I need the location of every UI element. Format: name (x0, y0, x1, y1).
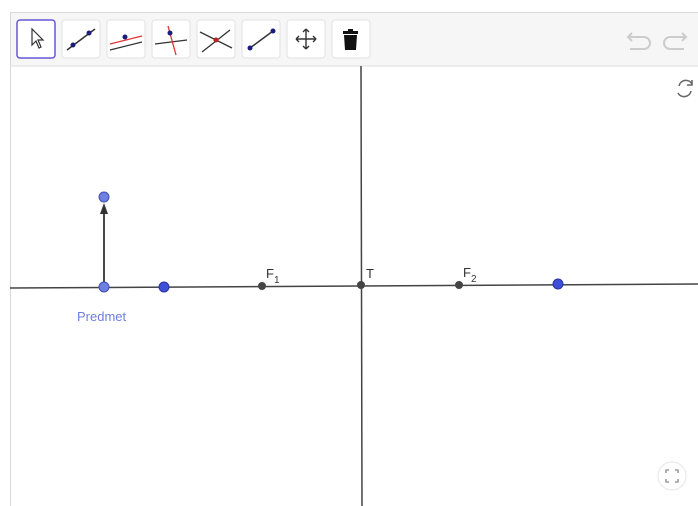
refresh[interactable] (677, 79, 693, 98)
redo[interactable] (663, 32, 688, 50)
tool-move-graphics[interactable] (286, 19, 326, 59)
tool-delete[interactable] (331, 19, 371, 59)
point (455, 281, 463, 289)
tool-parallel[interactable] (106, 19, 146, 59)
point (357, 281, 365, 289)
tool-move[interactable] (16, 19, 56, 59)
fullscreen[interactable] (657, 461, 687, 491)
applet-frame (10, 12, 698, 506)
point[interactable] (98, 281, 110, 293)
focus-label: F2 (463, 265, 477, 285)
point[interactable] (158, 281, 170, 293)
tool-intersect[interactable] (196, 19, 236, 59)
undo[interactable] (626, 32, 651, 50)
focus-label: F1 (266, 266, 280, 286)
point[interactable] (98, 191, 110, 203)
center-label: T (366, 266, 374, 281)
point[interactable] (552, 278, 564, 290)
tool-perpendicular[interactable] (151, 19, 191, 59)
tool-line[interactable] (61, 19, 101, 59)
point (258, 282, 266, 290)
arrow-head (100, 203, 108, 214)
tool-segment[interactable] (241, 19, 281, 59)
optical-axis (9, 283, 698, 289)
object-label: Predmet (77, 309, 127, 324)
